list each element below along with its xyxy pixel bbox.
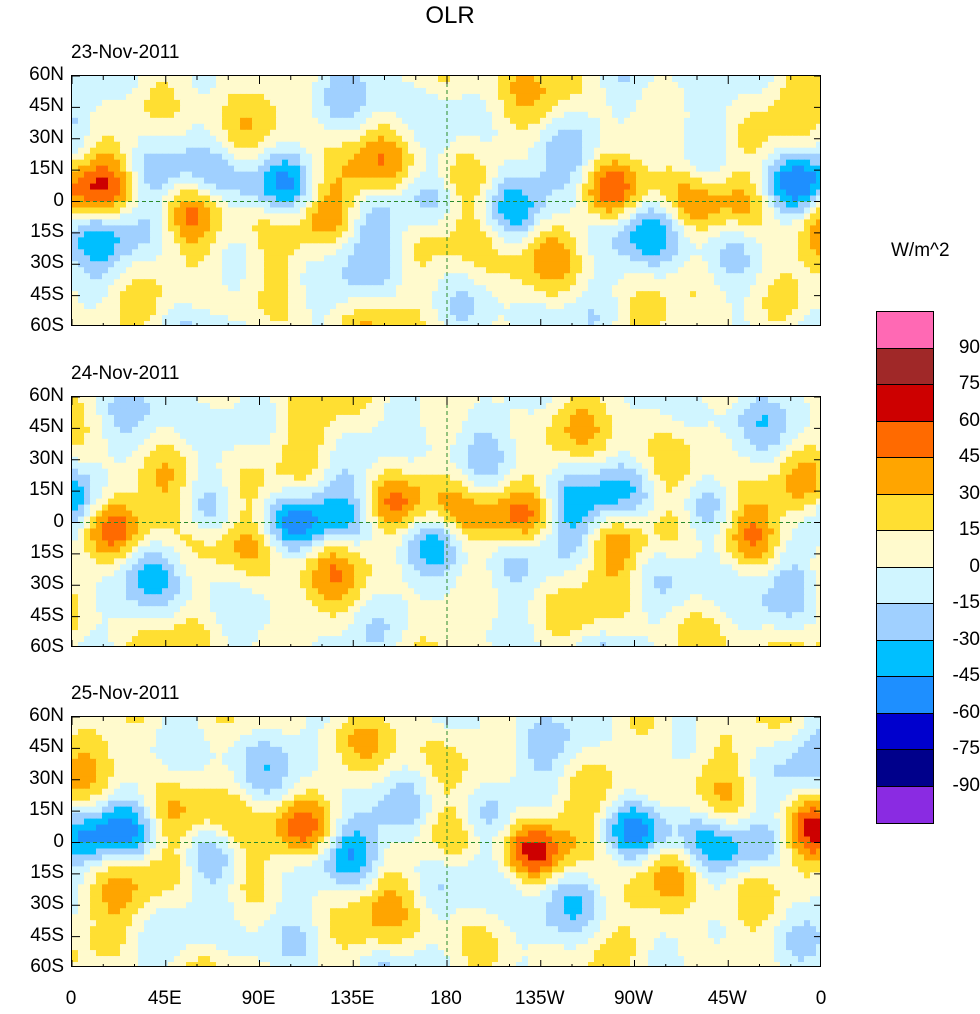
colorbar <box>876 311 934 824</box>
map-panel-1 <box>71 75 821 326</box>
lat-tick-label: 45N <box>29 416 64 438</box>
colorbar-box <box>877 494 933 531</box>
lon-tick-label: 0 <box>65 988 77 1009</box>
colorbar-box <box>877 312 933 349</box>
colorbar-box <box>877 531 933 568</box>
colorbar-label: 30 <box>958 482 980 504</box>
lat-tick-label: 15N <box>29 479 64 501</box>
colorbar-box <box>877 421 933 458</box>
colorbar-label: -90 <box>952 774 980 796</box>
map-panel-2 <box>71 396 821 647</box>
colorbar-label: 60 <box>958 409 980 431</box>
colorbar-box <box>877 640 933 677</box>
colorbar-box <box>877 677 933 714</box>
colorbar-box <box>877 713 933 750</box>
lat-tick-label: 60N <box>29 705 64 726</box>
lat-tick-label: 60N <box>29 385 64 406</box>
olr-field <box>72 76 820 325</box>
colorbar-box <box>877 348 933 385</box>
colorbar-label: -45 <box>952 665 980 686</box>
panel-date-2: 24-Nov-2011 <box>71 363 180 384</box>
colorbar-label: 15 <box>958 519 980 540</box>
lon-tick-label: 0 <box>815 988 827 1009</box>
lat-tick-label: 15S <box>30 220 64 242</box>
olr-field <box>72 397 820 646</box>
colorbar-label: -75 <box>952 738 980 759</box>
figure-title: OLR <box>425 2 475 29</box>
lat-tick-label: 30N <box>29 767 64 789</box>
lat-tick-label: 30S <box>30 893 64 915</box>
lat-tick-label: 60N <box>29 64 64 85</box>
lat-tick-label: 45S <box>30 283 64 305</box>
colorbar-box <box>877 750 933 787</box>
lat-tick-label: 45N <box>29 736 64 758</box>
lat-tick-label: 15S <box>30 861 64 883</box>
lat-tick-label: 45N <box>29 95 64 117</box>
colorbar-label: -15 <box>952 592 980 613</box>
lat-tick-label: 0 <box>53 510 64 532</box>
lat-tick-label: 30N <box>29 126 64 148</box>
lat-tick-label: 30N <box>29 447 64 469</box>
lat-tick-label: 30S <box>30 573 64 595</box>
lat-tick-label: 0 <box>53 830 64 852</box>
olr-field <box>72 717 820 966</box>
lat-tick-label: 60S <box>30 636 64 657</box>
lat-tick-label: 15N <box>29 158 64 180</box>
lat-tick-label: 60S <box>30 956 64 977</box>
colorbar-label: 45 <box>958 446 980 467</box>
colorbar-label: -60 <box>952 701 980 723</box>
colorbar-label: 75 <box>958 373 980 394</box>
colorbar-label: 90 <box>958 336 980 358</box>
colorbar-box <box>877 458 933 495</box>
colorbar-label: 0 <box>969 555 980 577</box>
colorbar-box <box>877 786 933 823</box>
lon-tick-label: 90W <box>613 988 654 1009</box>
lat-tick-label: 0 <box>53 189 64 211</box>
colorbar-box <box>877 567 933 604</box>
lon-tick-label: 180 <box>430 988 462 1009</box>
colorbar-box <box>877 604 933 641</box>
lat-tick-label: 15S <box>30 541 64 563</box>
panel-date-3: 25-Nov-2011 <box>71 683 180 704</box>
panel-date-1: 23-Nov-2011 <box>71 42 180 63</box>
lon-tick-label: 135E <box>330 988 375 1009</box>
colorbar-unit: W/m^2 <box>891 240 950 261</box>
lon-tick-label: 45E <box>147 988 182 1009</box>
lat-tick-label: 60S <box>30 315 64 336</box>
colorbar-label: -30 <box>952 628 980 650</box>
lat-tick-label: 30S <box>30 252 64 274</box>
lat-tick-label: 15N <box>29 799 64 821</box>
lat-tick-label: 45S <box>30 604 64 626</box>
lon-tick-label: 90E <box>241 988 276 1009</box>
colorbar-box <box>877 385 933 422</box>
lon-tick-label: 45W <box>707 988 747 1009</box>
map-panel-3 <box>71 716 821 967</box>
lon-tick-label: 135W <box>514 988 565 1009</box>
lat-tick-label: 45S <box>30 924 64 946</box>
